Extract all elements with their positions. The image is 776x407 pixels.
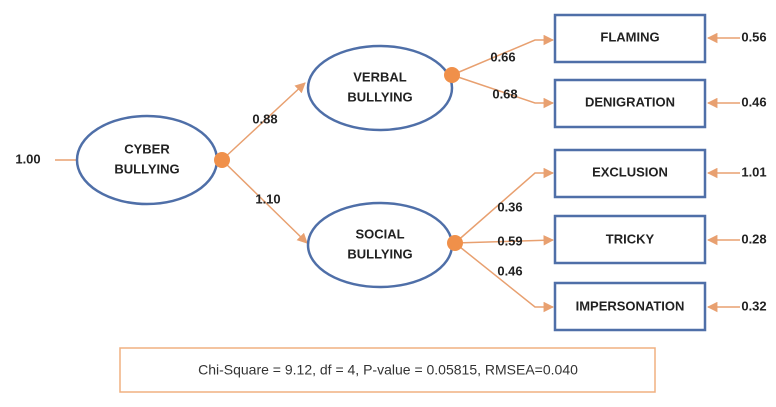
loading-value: 0.66	[490, 49, 515, 64]
path-coefficient: 0.88	[252, 111, 277, 126]
latent-label: BULLYING	[347, 89, 412, 104]
indicator-label: TRICKY	[606, 231, 655, 246]
node-dot	[447, 235, 463, 251]
latent-node	[306, 44, 454, 132]
node-dot	[444, 67, 460, 83]
path-arrow	[454, 235, 555, 246]
error-value: 1.01	[741, 164, 766, 179]
error-value: 0.28	[741, 231, 766, 246]
path-coefficient: 1.10	[255, 191, 280, 206]
indicator-box	[553, 281, 707, 332]
node-dot	[214, 152, 230, 168]
path-arrow	[221, 82, 306, 161]
loading-value: 0.59	[497, 233, 522, 248]
indicators: FLAMING DENIGRATION EXCLUSION TRICKY IMP…	[490, 13, 767, 332]
error-value: 0.46	[741, 94, 766, 109]
arrows	[55, 32, 740, 313]
error-value: 0.32	[741, 298, 766, 313]
variance-value: 1.00	[15, 151, 40, 166]
path-arrow	[221, 159, 308, 244]
fit-statistics: Chi-Square = 9.12, df = 4, P-value = 0.0…	[198, 362, 578, 378]
latent-label: VERBAL	[353, 69, 407, 84]
path-arrow	[451, 74, 555, 109]
loading-value: 0.68	[492, 86, 517, 101]
path-arrow	[454, 242, 555, 313]
fit-box	[119, 347, 656, 393]
indicator-label: DENIGRATION	[585, 94, 675, 109]
latent-node	[75, 114, 219, 206]
latent-label: BULLYING	[114, 161, 179, 176]
indicator-label: FLAMING	[600, 29, 659, 44]
latent-label: BULLYING	[347, 246, 412, 261]
indicator-box	[553, 78, 707, 129]
indicator-box	[553, 214, 707, 265]
latent-label: CYBER	[124, 141, 170, 156]
indicator-box	[553, 13, 707, 64]
error-value: 0.56	[741, 29, 766, 44]
indicator-label: IMPERSONATION	[576, 298, 685, 313]
path-arrow	[454, 167, 555, 244]
indicator-label: EXCLUSION	[592, 164, 668, 179]
loading-value: 0.36	[497, 199, 522, 214]
loading-value: 0.46	[497, 263, 522, 278]
path-arrow	[451, 34, 555, 76]
latent-label: SOCIAL	[355, 226, 404, 241]
latent-node	[306, 201, 454, 289]
indicator-box	[553, 148, 707, 199]
